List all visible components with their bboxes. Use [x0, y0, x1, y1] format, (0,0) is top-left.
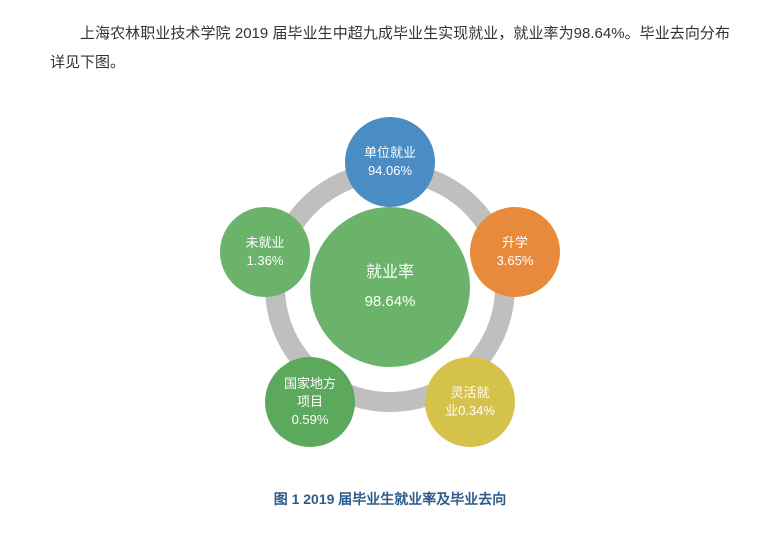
- employment-chart: 就业率 98.64% 单位就业94.06% 升学3.65% 灵活就业0.34% 国家地…: [180, 97, 600, 477]
- node-value: 94.06%: [368, 162, 412, 180]
- node-label: 国家地方: [284, 375, 336, 393]
- node-label: 单位就业: [364, 144, 416, 162]
- chart-node-2: 灵活就业0.34%: [425, 357, 515, 447]
- chart-node-4: 未就业1.36%: [220, 207, 310, 297]
- intro-paragraph: 上海农林职业技术学院 2019 届毕业生中超九成毕业生实现就业，就业率为98.6…: [0, 0, 780, 87]
- node-label: 未就业: [245, 234, 284, 252]
- node-value: 3.65%: [497, 252, 534, 270]
- chart-caption: 图 1 2019 届毕业生就业率及毕业去向: [0, 489, 780, 509]
- node-value: 业0.34%: [445, 402, 495, 420]
- chart-node-1: 升学3.65%: [470, 207, 560, 297]
- node-value: 0.59%: [292, 411, 329, 429]
- center-value: 98.64%: [365, 291, 416, 312]
- center-node: 就业率 98.64%: [310, 207, 470, 367]
- node-value: 1.36%: [247, 252, 284, 270]
- chart-node-0: 单位就业94.06%: [345, 117, 435, 207]
- node-label: 升学: [502, 234, 528, 252]
- chart-node-3: 国家地方项目0.59%: [265, 357, 355, 447]
- center-label: 就业率: [366, 262, 414, 284]
- node-label2: 项目: [297, 393, 323, 411]
- node-label: 灵活就: [450, 384, 489, 402]
